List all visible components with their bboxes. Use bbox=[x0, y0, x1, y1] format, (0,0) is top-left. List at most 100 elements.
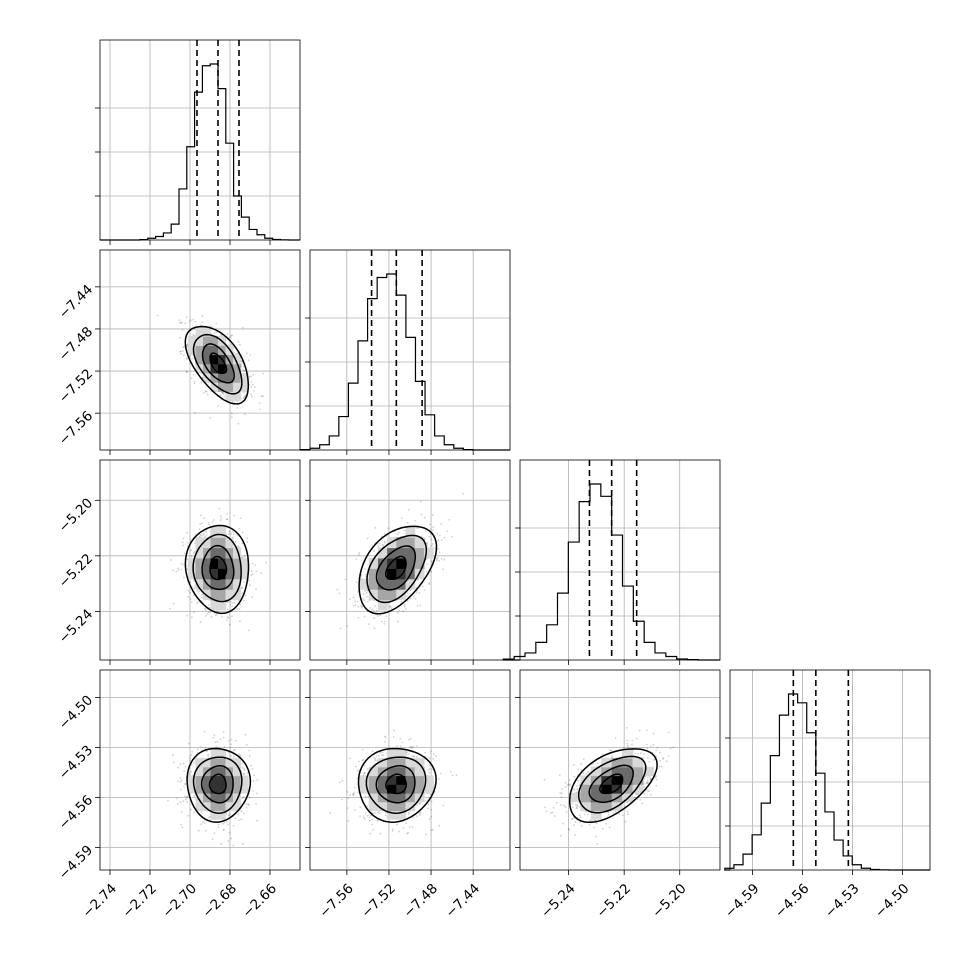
scatter-point bbox=[227, 616, 229, 618]
scatter-point bbox=[189, 598, 192, 600]
density-cell bbox=[377, 757, 388, 768]
scatter-point bbox=[262, 395, 264, 398]
scatter-point bbox=[432, 828, 434, 831]
scatter-point bbox=[364, 590, 366, 592]
scatter-point bbox=[416, 579, 419, 581]
panel-frame bbox=[729, 669, 931, 871]
scatter-point bbox=[431, 768, 433, 771]
scatter-point bbox=[242, 397, 245, 399]
scatter-point bbox=[396, 745, 398, 747]
scatter-point bbox=[227, 608, 229, 611]
scatter-point bbox=[230, 343, 233, 346]
scatter-point bbox=[373, 756, 375, 759]
scatter-point bbox=[418, 803, 421, 805]
density-cell bbox=[218, 792, 227, 803]
density-cell bbox=[233, 784, 242, 794]
scatter-point bbox=[362, 593, 365, 596]
density-cell bbox=[405, 537, 416, 549]
density-cell bbox=[210, 749, 219, 759]
scatter-point bbox=[241, 326, 244, 329]
scatter-point bbox=[383, 622, 386, 625]
scatter-point bbox=[183, 576, 185, 579]
scatter-point bbox=[222, 822, 225, 825]
scatter-point bbox=[247, 803, 250, 805]
scatter-point bbox=[424, 537, 426, 540]
scatter-point bbox=[428, 757, 431, 760]
scatter-point bbox=[221, 391, 224, 394]
scatter-point bbox=[379, 752, 382, 754]
density-cell bbox=[225, 363, 234, 374]
density-cell bbox=[203, 775, 212, 785]
scatter-point bbox=[239, 754, 242, 757]
density-cell bbox=[225, 568, 234, 580]
scatter-point bbox=[243, 768, 246, 771]
scatter-point bbox=[186, 795, 189, 798]
scatter-panel-2-0 bbox=[95, 459, 301, 665]
scatter-point bbox=[358, 553, 360, 556]
scatter-point bbox=[180, 811, 183, 813]
scatter-point bbox=[184, 782, 187, 785]
panel-frame bbox=[99, 459, 301, 661]
scatter-point bbox=[383, 735, 386, 738]
scatter-point bbox=[172, 754, 174, 757]
scatter-point bbox=[233, 749, 235, 752]
scatter-point bbox=[385, 812, 387, 814]
scatter-point bbox=[214, 741, 217, 744]
scatter-point bbox=[200, 324, 202, 326]
scatter-point bbox=[379, 542, 381, 545]
scatter-point bbox=[192, 552, 195, 555]
scatter-point bbox=[438, 559, 440, 562]
panel-content bbox=[168, 507, 267, 632]
scatter-point bbox=[418, 812, 421, 815]
density-cell bbox=[233, 775, 242, 785]
scatter-point bbox=[370, 609, 373, 612]
scatter-point bbox=[185, 795, 188, 798]
histogram-panel-2 bbox=[502, 459, 721, 665]
scatter-point bbox=[244, 394, 246, 397]
contour-2 bbox=[365, 756, 427, 814]
density-cell bbox=[405, 775, 416, 785]
scatter-point bbox=[396, 611, 399, 614]
scatter-point bbox=[436, 557, 439, 559]
scatter-point bbox=[241, 592, 244, 594]
density-cell bbox=[210, 354, 219, 365]
contour-lines bbox=[357, 747, 437, 823]
scatter-point bbox=[243, 396, 246, 399]
scatter-point bbox=[369, 832, 372, 835]
scatter-point bbox=[437, 548, 440, 550]
density-cell bbox=[387, 749, 397, 759]
scatter-point bbox=[363, 772, 366, 775]
scatter-panel-3-0 bbox=[95, 669, 301, 875]
density-cell bbox=[203, 784, 212, 794]
density-cell bbox=[240, 557, 249, 569]
scatter-point bbox=[400, 600, 403, 603]
scatter-point bbox=[255, 570, 258, 573]
density-cell bbox=[210, 345, 219, 356]
scatter-point bbox=[185, 371, 188, 374]
scatter-point bbox=[193, 551, 196, 553]
density-cell bbox=[195, 354, 204, 365]
scatter-point bbox=[241, 762, 244, 765]
scatter-point bbox=[190, 601, 193, 603]
scatter-point bbox=[204, 530, 207, 533]
density-cell bbox=[414, 757, 425, 768]
density-cell bbox=[396, 810, 407, 820]
scatter-point bbox=[205, 615, 207, 617]
density-cell bbox=[225, 354, 234, 365]
scatter-point bbox=[373, 610, 375, 612]
density-cell bbox=[203, 757, 212, 768]
scatter-point bbox=[355, 558, 358, 560]
scatter-point bbox=[172, 569, 175, 572]
scatter-point bbox=[182, 537, 185, 540]
scatter-point bbox=[364, 795, 367, 798]
scatter-point bbox=[200, 381, 203, 384]
scatter-point bbox=[438, 551, 441, 554]
scatter-point bbox=[391, 829, 394, 832]
density-cell bbox=[368, 784, 379, 794]
scatter-point bbox=[373, 627, 376, 630]
density-cell bbox=[218, 801, 227, 812]
scatter-point bbox=[379, 812, 381, 814]
density-cell bbox=[203, 557, 212, 569]
scatter-point bbox=[227, 814, 230, 817]
density-cell bbox=[225, 391, 234, 402]
